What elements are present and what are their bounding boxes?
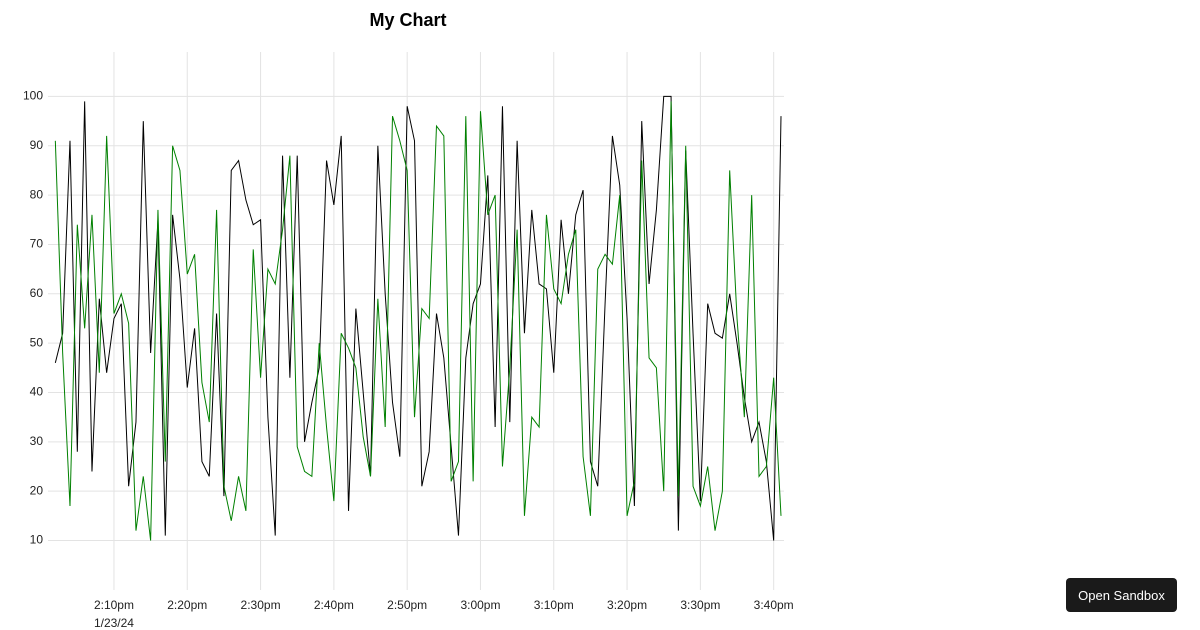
x-tick-label: 2:20pm <box>167 598 207 612</box>
x-tick-label: 2:50pm <box>387 598 427 612</box>
chart-title: My Chart <box>369 10 446 30</box>
x-tick-label: 2:30pm <box>241 598 281 612</box>
open-sandbox-button[interactable]: Open Sandbox <box>1066 578 1177 612</box>
y-tick-label: 60 <box>30 286 44 300</box>
x-date-label: 1/23/24 <box>94 616 134 630</box>
y-tick-label: 30 <box>30 434 44 448</box>
y-tick-label: 70 <box>30 237 44 251</box>
y-tick-label: 40 <box>30 385 44 399</box>
x-tick-label: 3:30pm <box>680 598 720 612</box>
x-tick-label: 3:10pm <box>534 598 574 612</box>
line-series <box>54 101 782 541</box>
x-tick-label: 3:20pm <box>607 598 647 612</box>
x-tick-label: 2:40pm <box>314 598 354 612</box>
y-tick-label: 50 <box>30 335 44 349</box>
y-tick-label: 10 <box>30 533 44 547</box>
y-tick-label: 20 <box>30 483 44 497</box>
y-tick-label: 80 <box>30 187 44 201</box>
x-tick-label: 3:00pm <box>460 598 500 612</box>
x-tick-label: 2:10pm <box>94 598 134 612</box>
y-tick-label: 90 <box>30 138 44 152</box>
x-tick-label: 3:40pm <box>754 598 794 612</box>
line-series <box>54 95 782 541</box>
y-tick-label: 100 <box>23 89 43 103</box>
